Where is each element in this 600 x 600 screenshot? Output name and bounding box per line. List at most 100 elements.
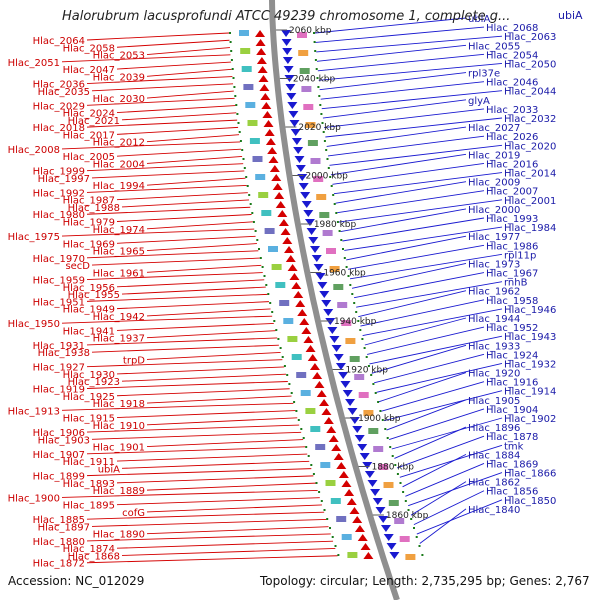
right-gene-label: Hlac_1905 bbox=[468, 396, 520, 407]
dotted-track-mark bbox=[334, 545, 337, 547]
dotted-track-mark bbox=[305, 446, 308, 448]
dotted-track-mark bbox=[333, 203, 336, 205]
reverse-feature-arrow bbox=[261, 102, 272, 109]
right-leader-line bbox=[315, 26, 485, 43]
dotted-track-mark bbox=[384, 428, 387, 430]
right-leader-line bbox=[319, 72, 467, 91]
left-gene-label: trpD bbox=[123, 355, 145, 366]
left-gene-label: Hlac_1927 bbox=[33, 363, 85, 374]
left-gene-label: Hlac_1899 bbox=[33, 472, 85, 483]
dotted-track-mark bbox=[269, 302, 272, 304]
left-leader-line bbox=[116, 453, 308, 462]
reverse-feature-arrow bbox=[328, 435, 339, 442]
left-leader-line bbox=[146, 264, 262, 273]
left-leader-line bbox=[116, 214, 252, 222]
right-gene-label: rnhB bbox=[504, 278, 528, 289]
dotted-track-mark bbox=[288, 383, 291, 385]
reverse-feature-arrow bbox=[333, 453, 344, 460]
left-gene-label: Hlac_2029 bbox=[33, 101, 85, 112]
feature-block bbox=[310, 158, 321, 164]
left-leader-line bbox=[61, 315, 273, 324]
feature-block bbox=[296, 372, 307, 378]
reverse-feature-arrow bbox=[349, 507, 360, 514]
dotted-track-mark bbox=[329, 527, 331, 529]
feature-block bbox=[252, 156, 263, 162]
feature-block bbox=[279, 300, 290, 306]
right-leader-line bbox=[330, 153, 467, 176]
forward-feature-arrow bbox=[367, 480, 378, 487]
left-leader-line bbox=[116, 540, 334, 549]
right-gene-label: Hlac_1932 bbox=[504, 359, 556, 370]
dotted-track-mark bbox=[399, 482, 402, 484]
dotted-track-mark bbox=[351, 293, 354, 295]
right-gene-label: Hlac_2001 bbox=[504, 196, 556, 207]
dotted-track-mark bbox=[317, 86, 320, 88]
dotted-track-mark bbox=[283, 365, 286, 367]
left-gene-label: Hlac_1930 bbox=[63, 370, 115, 381]
feature-block bbox=[358, 392, 369, 398]
dotted-track-mark bbox=[404, 500, 407, 502]
left-gene-label: Hlac_1974 bbox=[93, 225, 145, 236]
forward-feature-arrow bbox=[294, 156, 305, 163]
left-leader-line bbox=[146, 504, 322, 513]
left-gene-label: Hlac_1931 bbox=[33, 341, 85, 352]
dotted-track-mark bbox=[418, 545, 421, 547]
forward-feature-arrow bbox=[321, 300, 332, 307]
dotted-track-mark bbox=[363, 347, 366, 349]
feature-block bbox=[347, 552, 358, 558]
right-gene-label: Hlac_1986 bbox=[486, 241, 538, 252]
right-leader-line bbox=[367, 326, 485, 355]
dotted-track-mark bbox=[338, 230, 341, 232]
right-gene-label: rpl11p bbox=[504, 250, 536, 261]
left-leader-line bbox=[91, 431, 302, 440]
dotted-track-mark bbox=[326, 158, 329, 160]
dotted-track-mark bbox=[377, 401, 380, 403]
dotted-track-mark bbox=[245, 176, 248, 178]
feature-block bbox=[271, 264, 282, 270]
feature-block bbox=[261, 210, 272, 216]
kbp-tick-label: 2060 kbp bbox=[289, 26, 332, 36]
forward-feature-arrow bbox=[362, 462, 373, 469]
forward-feature-arrow bbox=[345, 399, 356, 406]
reverse-feature-arrow bbox=[295, 300, 306, 307]
reverse-feature-arrow bbox=[357, 534, 368, 541]
left-leader-line bbox=[146, 417, 298, 426]
dotted-track-mark bbox=[315, 482, 318, 484]
dotted-track-mark bbox=[297, 419, 300, 421]
left-leader-line bbox=[146, 308, 271, 317]
forward-feature-arrow bbox=[283, 66, 294, 73]
reverse-feature-arrow bbox=[274, 192, 285, 199]
dotted-track-mark bbox=[238, 131, 241, 133]
left-gene-label: Hlac_1880 bbox=[33, 537, 85, 548]
left-leader-line bbox=[116, 301, 269, 310]
left-gene-label: Hlac_1980 bbox=[33, 210, 85, 221]
dotted-track-mark bbox=[330, 185, 333, 187]
feature-block bbox=[354, 374, 365, 380]
dotted-track-mark bbox=[342, 248, 344, 250]
feature-block bbox=[394, 518, 405, 524]
right-leader-line bbox=[351, 263, 467, 289]
right-leader-line bbox=[389, 408, 485, 440]
left-gene-label: cofG bbox=[122, 508, 145, 519]
right-gene-label: tmk bbox=[504, 441, 524, 452]
left-leader-line bbox=[146, 482, 316, 491]
feature-block bbox=[368, 428, 379, 434]
left-gene-label: Hlac_1979 bbox=[63, 218, 115, 229]
left-leader-line bbox=[121, 548, 336, 556]
right-gene-label: Hlac_1862 bbox=[468, 478, 520, 489]
left-gene-label: Hlac_1942 bbox=[93, 312, 145, 323]
forward-feature-arrow bbox=[303, 210, 314, 217]
reverse-feature-arrow bbox=[260, 93, 271, 100]
left-leader-line bbox=[116, 322, 274, 331]
kbp-tick-label: 1880 kbp bbox=[372, 463, 415, 473]
dotted-track-mark bbox=[242, 158, 245, 160]
dotted-track-mark bbox=[314, 50, 317, 52]
right-gene-label: Hlac_1993 bbox=[486, 214, 538, 225]
reverse-feature-arrow bbox=[305, 345, 316, 352]
reverse-feature-arrow bbox=[280, 228, 291, 235]
feature-block bbox=[301, 86, 312, 92]
forward-feature-arrow bbox=[282, 48, 293, 55]
forward-feature-arrow bbox=[357, 444, 368, 451]
reverse-feature-arrow bbox=[336, 462, 347, 469]
